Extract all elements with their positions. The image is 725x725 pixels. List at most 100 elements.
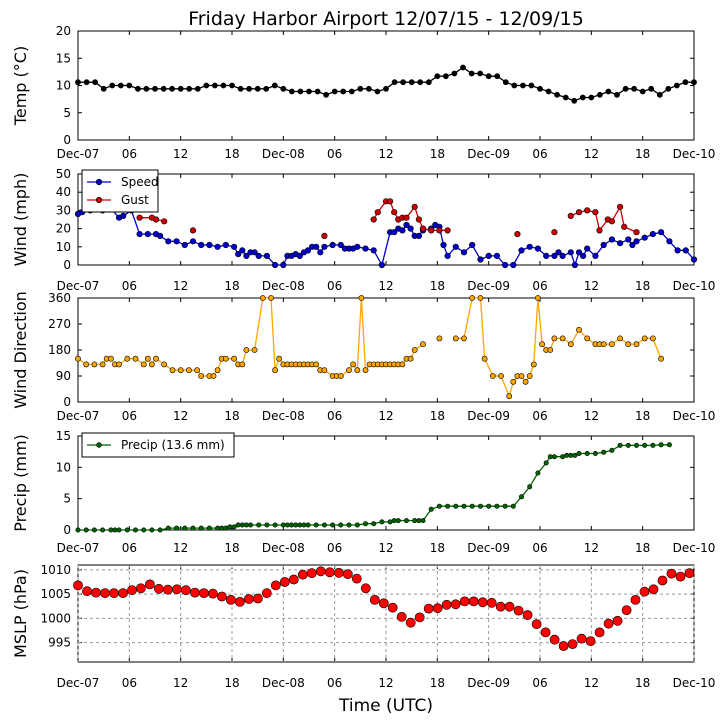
temp-point bbox=[340, 88, 347, 95]
mslp-point bbox=[73, 580, 83, 591]
temp-x-tick-label: 12 bbox=[584, 147, 599, 161]
direction-point bbox=[346, 367, 352, 374]
temp-point bbox=[237, 85, 244, 92]
direction-point bbox=[321, 367, 328, 374]
precip-point bbox=[395, 518, 401, 524]
speed-point bbox=[120, 212, 127, 219]
temp-point bbox=[485, 73, 492, 80]
dir-x-tick-label: 18 bbox=[224, 409, 239, 423]
speed-point bbox=[239, 247, 246, 254]
legend-precip-label: Precip (13.6 mm) bbox=[121, 438, 225, 452]
precip-point bbox=[305, 522, 311, 528]
temp-point bbox=[562, 94, 569, 101]
speed-point bbox=[255, 252, 262, 259]
speed-point bbox=[625, 236, 632, 243]
precip-y-axis-label: Precip (mm) bbox=[11, 434, 30, 532]
mslp-point bbox=[684, 568, 695, 579]
precip-point bbox=[288, 522, 294, 528]
wind-x-tick-label: Dec-07 bbox=[57, 279, 100, 293]
temp-point bbox=[691, 79, 697, 86]
precip-point bbox=[248, 522, 254, 528]
dir-y-tick-label: 180 bbox=[48, 343, 71, 357]
gust-point bbox=[391, 209, 398, 216]
temp-x-tick-label: Dec-08 bbox=[262, 147, 305, 161]
speed-point bbox=[485, 252, 492, 259]
wind-y-tick-label: 10 bbox=[56, 240, 71, 254]
wind-x-tick-label: Dec-08 bbox=[262, 279, 305, 293]
gust-point bbox=[633, 229, 640, 236]
direction-point bbox=[584, 335, 591, 342]
precip-point bbox=[403, 518, 409, 524]
temp-y-axis-label: Temp (°C) bbox=[11, 46, 30, 126]
gust-point bbox=[428, 227, 435, 234]
wind-legend-box bbox=[81, 169, 159, 213]
gust-point bbox=[415, 216, 423, 223]
mslp-point bbox=[369, 595, 380, 605]
temp-point bbox=[571, 97, 578, 104]
direction-point bbox=[148, 361, 155, 368]
legend-speed-label: Speed bbox=[121, 175, 159, 189]
temp-point bbox=[656, 91, 663, 98]
precip-point bbox=[568, 452, 574, 458]
precip-x-tick-label: Dec-10 bbox=[673, 541, 716, 555]
precip-point bbox=[174, 525, 180, 531]
precip-point bbox=[243, 522, 249, 528]
temp-point bbox=[100, 85, 107, 92]
speed-point bbox=[296, 252, 303, 259]
precip-point bbox=[362, 521, 368, 527]
direction-point bbox=[526, 373, 533, 379]
mslp-point bbox=[513, 605, 524, 616]
speed-point bbox=[231, 243, 238, 250]
precip-x-tick-label: Dec-09 bbox=[467, 541, 510, 555]
mslp-point bbox=[82, 586, 92, 597]
mslp-point bbox=[621, 605, 632, 615]
speed-point bbox=[251, 249, 258, 256]
temp-y-tick-label: 0 bbox=[63, 133, 71, 147]
speed-point bbox=[337, 241, 344, 249]
temp-point bbox=[117, 82, 124, 89]
mslp-point bbox=[261, 588, 272, 598]
direction-point bbox=[547, 347, 554, 353]
precip-x-tick-label: 06 bbox=[122, 541, 137, 555]
temp-point bbox=[442, 73, 449, 80]
wind-x-tick-label: 06 bbox=[327, 279, 342, 293]
direction-point bbox=[222, 355, 229, 362]
mslp-point bbox=[531, 619, 542, 630]
temp-point bbox=[468, 70, 475, 77]
temp-point bbox=[374, 88, 381, 95]
direction-point bbox=[358, 295, 365, 301]
speed-line bbox=[77, 207, 695, 268]
gust-point bbox=[370, 216, 377, 223]
precip-point bbox=[235, 522, 241, 528]
mslp-x-tick-label: 18 bbox=[430, 676, 445, 690]
speed-point bbox=[559, 252, 566, 259]
temp-point bbox=[220, 82, 227, 89]
temp-x-tick-label: 12 bbox=[173, 147, 188, 161]
temp-point bbox=[203, 82, 210, 89]
dir-x-tick-label: 18 bbox=[635, 409, 650, 423]
speed-point bbox=[592, 252, 599, 259]
precip-point bbox=[420, 518, 426, 524]
direction-point bbox=[539, 341, 545, 348]
direction-point bbox=[530, 361, 537, 368]
temp-point bbox=[109, 82, 116, 89]
mslp-point bbox=[297, 569, 308, 580]
speed-point bbox=[469, 241, 476, 249]
temp-point bbox=[425, 79, 432, 86]
temp-point bbox=[331, 88, 338, 95]
precip-point bbox=[666, 442, 672, 448]
direction-point bbox=[116, 361, 122, 368]
mslp-point bbox=[135, 583, 146, 594]
speed-point bbox=[584, 245, 591, 252]
temp-point bbox=[391, 79, 398, 86]
speed-point bbox=[321, 243, 328, 250]
mslp-point bbox=[441, 599, 452, 610]
precip-point bbox=[551, 454, 557, 460]
wind-x-tick-label: 12 bbox=[173, 279, 188, 293]
direction-point bbox=[251, 347, 258, 353]
mslp-point bbox=[639, 586, 650, 597]
dir-y-axis-label: Wind Direction bbox=[11, 291, 30, 409]
direction-point bbox=[609, 341, 615, 348]
precip-point bbox=[239, 522, 245, 528]
direction-point bbox=[210, 373, 217, 379]
